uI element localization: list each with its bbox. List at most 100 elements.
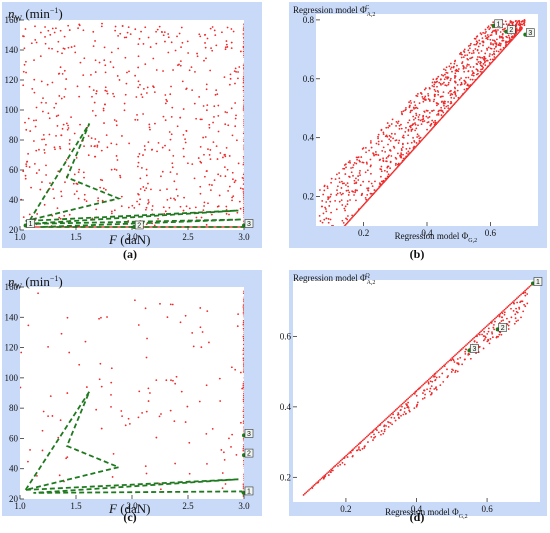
envelope-point: [513, 299, 516, 302]
boundary-point: [243, 124, 244, 127]
scatter-point: [511, 22, 513, 24]
scatter-point: [338, 181, 341, 184]
scatter-point: [225, 212, 228, 215]
x-tick-label: 0.4: [411, 504, 423, 514]
scatter-point: [224, 175, 227, 178]
scatter-point: [164, 102, 167, 105]
scatter-point: [463, 83, 466, 85]
envelope-point: [455, 100, 458, 103]
scatter-point: [210, 47, 212, 50]
boundary-point: [243, 388, 244, 391]
scatter-point: [67, 46, 70, 49]
scatter-point: [105, 90, 108, 93]
y-axis-label: Regression model ΦA,2Q: [293, 273, 375, 286]
scatter-point: [506, 323, 509, 326]
boundary-point: [243, 430, 244, 432]
envelope-point: [487, 324, 489, 326]
boundary-point: [243, 489, 244, 491]
scatter-point: [383, 430, 386, 433]
scatter-point: [421, 397, 424, 400]
envelope-point: [357, 209, 360, 212]
scatter-point: [489, 338, 492, 340]
scatter-point: [500, 333, 503, 336]
boundary-point: [242, 357, 244, 359]
scatter-point: [466, 57, 469, 60]
scatter-point: [230, 446, 232, 448]
scatter-point: [144, 307, 147, 310]
y-tick-label: 0.4: [280, 402, 292, 412]
x-tick-label: 0.2: [340, 504, 351, 514]
scatter-point: [65, 457, 68, 460]
scatter-point: [325, 201, 328, 203]
envelope-point: [339, 459, 342, 462]
scatter-point: [234, 67, 237, 70]
scatter-point: [171, 303, 174, 306]
boundary-point: [243, 406, 244, 409]
scatter-point: [113, 209, 116, 212]
scatter-point: [450, 371, 453, 373]
scatter-point: [435, 388, 438, 391]
boundary-point: [242, 33, 244, 35]
boundary-point: [242, 292, 244, 295]
scatter-point: [345, 217, 347, 220]
scatter-point: [42, 410, 45, 413]
scatter-point: [60, 134, 63, 137]
boundary-point: [242, 308, 244, 310]
scatter-point: [206, 37, 209, 40]
scatter-point: [385, 425, 388, 427]
scatter-point: [449, 79, 452, 82]
boundary-point: [242, 163, 244, 166]
scatter-point: [33, 78, 36, 81]
scatter-point: [472, 72, 474, 75]
boundary-point: [243, 341, 244, 344]
scatter-point: [476, 69, 479, 71]
scatter-point: [162, 34, 165, 37]
scatter-point: [434, 119, 437, 122]
envelope-point: [352, 448, 355, 451]
scatter-point: [124, 56, 127, 59]
scatter-point: [438, 81, 441, 84]
boundary-point: [243, 122, 244, 125]
scatter-point: [137, 66, 140, 69]
envelope-point: [342, 457, 345, 460]
scatter-point: [453, 60, 456, 63]
scatter-point: [367, 189, 369, 191]
scatter-point: [97, 197, 100, 200]
scatter-point: [41, 429, 44, 432]
scatter-point: [443, 78, 446, 81]
scatter-point: [341, 219, 344, 222]
envelope-point: [494, 57, 497, 59]
x-axis-label: F (daN): [108, 232, 151, 247]
scatter-point: [138, 390, 141, 393]
scatter-point: [356, 156, 359, 159]
scatter-point: [138, 203, 141, 206]
scatter-point: [384, 150, 387, 153]
scatter-point: [499, 48, 502, 51]
envelope-point: [440, 117, 443, 120]
scatter-point: [382, 432, 385, 435]
scatter-point: [345, 166, 347, 169]
scatter-point: [492, 21, 495, 24]
marker-box: [533, 277, 543, 286]
scatter-point: [147, 141, 150, 144]
scatter-point: [377, 137, 379, 140]
scatter-point: [346, 182, 349, 184]
scatter-point: [100, 427, 103, 430]
scatter-point: [194, 206, 197, 209]
scatter-point: [491, 331, 493, 334]
envelope-point: [370, 431, 372, 434]
scatter-point: [407, 129, 410, 132]
envelope-point: [312, 485, 315, 487]
scatter-point: [182, 108, 185, 110]
scatter-point: [424, 393, 426, 396]
scatter-point: [498, 35, 501, 38]
scatter-point: [364, 196, 367, 199]
scatter-point: [372, 153, 375, 155]
scatter-point: [353, 179, 356, 182]
boundary-point: [243, 166, 244, 167]
scatter-point: [147, 201, 150, 204]
envelope-point: [372, 429, 375, 432]
envelope-point: [481, 72, 483, 75]
envelope-point: [484, 68, 487, 71]
scatter-point: [447, 92, 450, 94]
